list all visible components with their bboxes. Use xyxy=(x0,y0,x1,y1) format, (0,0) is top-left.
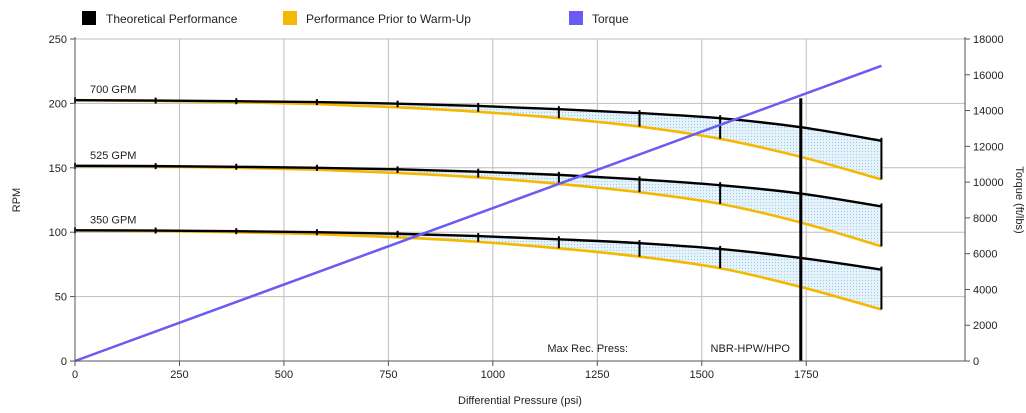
x-tick-label: 1750 xyxy=(794,369,818,381)
legend-label-torque: Torque xyxy=(592,12,629,26)
y-tick-label: 50 xyxy=(55,292,67,304)
legend-swatch-torque xyxy=(569,11,583,25)
legend-item-theoretical: Theoretical Performance xyxy=(82,11,238,26)
legend-label-theoretical: Theoretical Performance xyxy=(106,12,238,26)
y2-tick-label: 14000 xyxy=(973,106,1004,118)
y2-tick-label: 18000 xyxy=(973,34,1004,46)
y2-tick-label: 0 xyxy=(973,356,979,368)
legend-label-warmup: Performance Prior to Warm-Up xyxy=(306,12,471,26)
x-tick-label: 1500 xyxy=(690,369,714,381)
y-tick-label: 200 xyxy=(49,98,67,110)
y2-axis-title: Torque (ft/lbs) xyxy=(1013,166,1025,233)
x-tick-label: 0 xyxy=(72,369,78,381)
x-tick-label: 750 xyxy=(379,369,397,381)
y2-tick-label: 12000 xyxy=(973,141,1004,153)
legend-item-torque: Torque xyxy=(569,11,629,26)
x-tick-label: 500 xyxy=(275,369,293,381)
warmup-shade-area xyxy=(75,100,882,180)
max-rec-press-label: Max Rec. Press: xyxy=(547,343,628,355)
y2-tick-label: 16000 xyxy=(973,70,1004,82)
flow-label-700: 700 GPM xyxy=(90,84,136,96)
x-axis-title: Differential Pressure (psi) xyxy=(458,395,582,407)
y-tick-label: 0 xyxy=(61,356,67,368)
x-tick-label: 250 xyxy=(170,369,188,381)
series xyxy=(74,64,883,363)
legend-swatch-warmup xyxy=(283,11,297,25)
legend-swatch-theoretical xyxy=(82,11,96,25)
y2-tick-label: 8000 xyxy=(973,213,997,225)
axes: 0 250 500 750 1000 1250 1500 1750 0 50 100 150 200 25… xyxy=(49,34,1004,381)
flow-label-525: 525 GPM xyxy=(90,150,136,162)
x-tick-label: 1000 xyxy=(481,369,505,381)
warmup-shade-area xyxy=(75,230,882,310)
torque-line xyxy=(74,64,882,363)
y-axis-title: RPM xyxy=(11,188,23,212)
y2-tick-label: 2000 xyxy=(973,320,997,332)
warmup-shade-area xyxy=(75,165,882,247)
legend: Theoretical Performance Performance Prio… xyxy=(82,11,629,26)
y2-tick-label: 4000 xyxy=(973,284,997,296)
flow-label-350: 350 GPM xyxy=(90,214,136,226)
max-rec-press-value: NBR-HPW/HPO xyxy=(711,343,791,355)
y-tick-label: 250 xyxy=(49,34,67,46)
y2-tick-label: 6000 xyxy=(973,249,997,261)
y-tick-label: 100 xyxy=(49,227,67,239)
y2-tick-label: 10000 xyxy=(973,177,1004,189)
y-tick-label: 150 xyxy=(49,163,67,175)
warmup-shade xyxy=(75,100,882,310)
legend-item-warmup: Performance Prior to Warm-Up xyxy=(283,11,471,26)
x-tick-label: 1250 xyxy=(585,369,609,381)
